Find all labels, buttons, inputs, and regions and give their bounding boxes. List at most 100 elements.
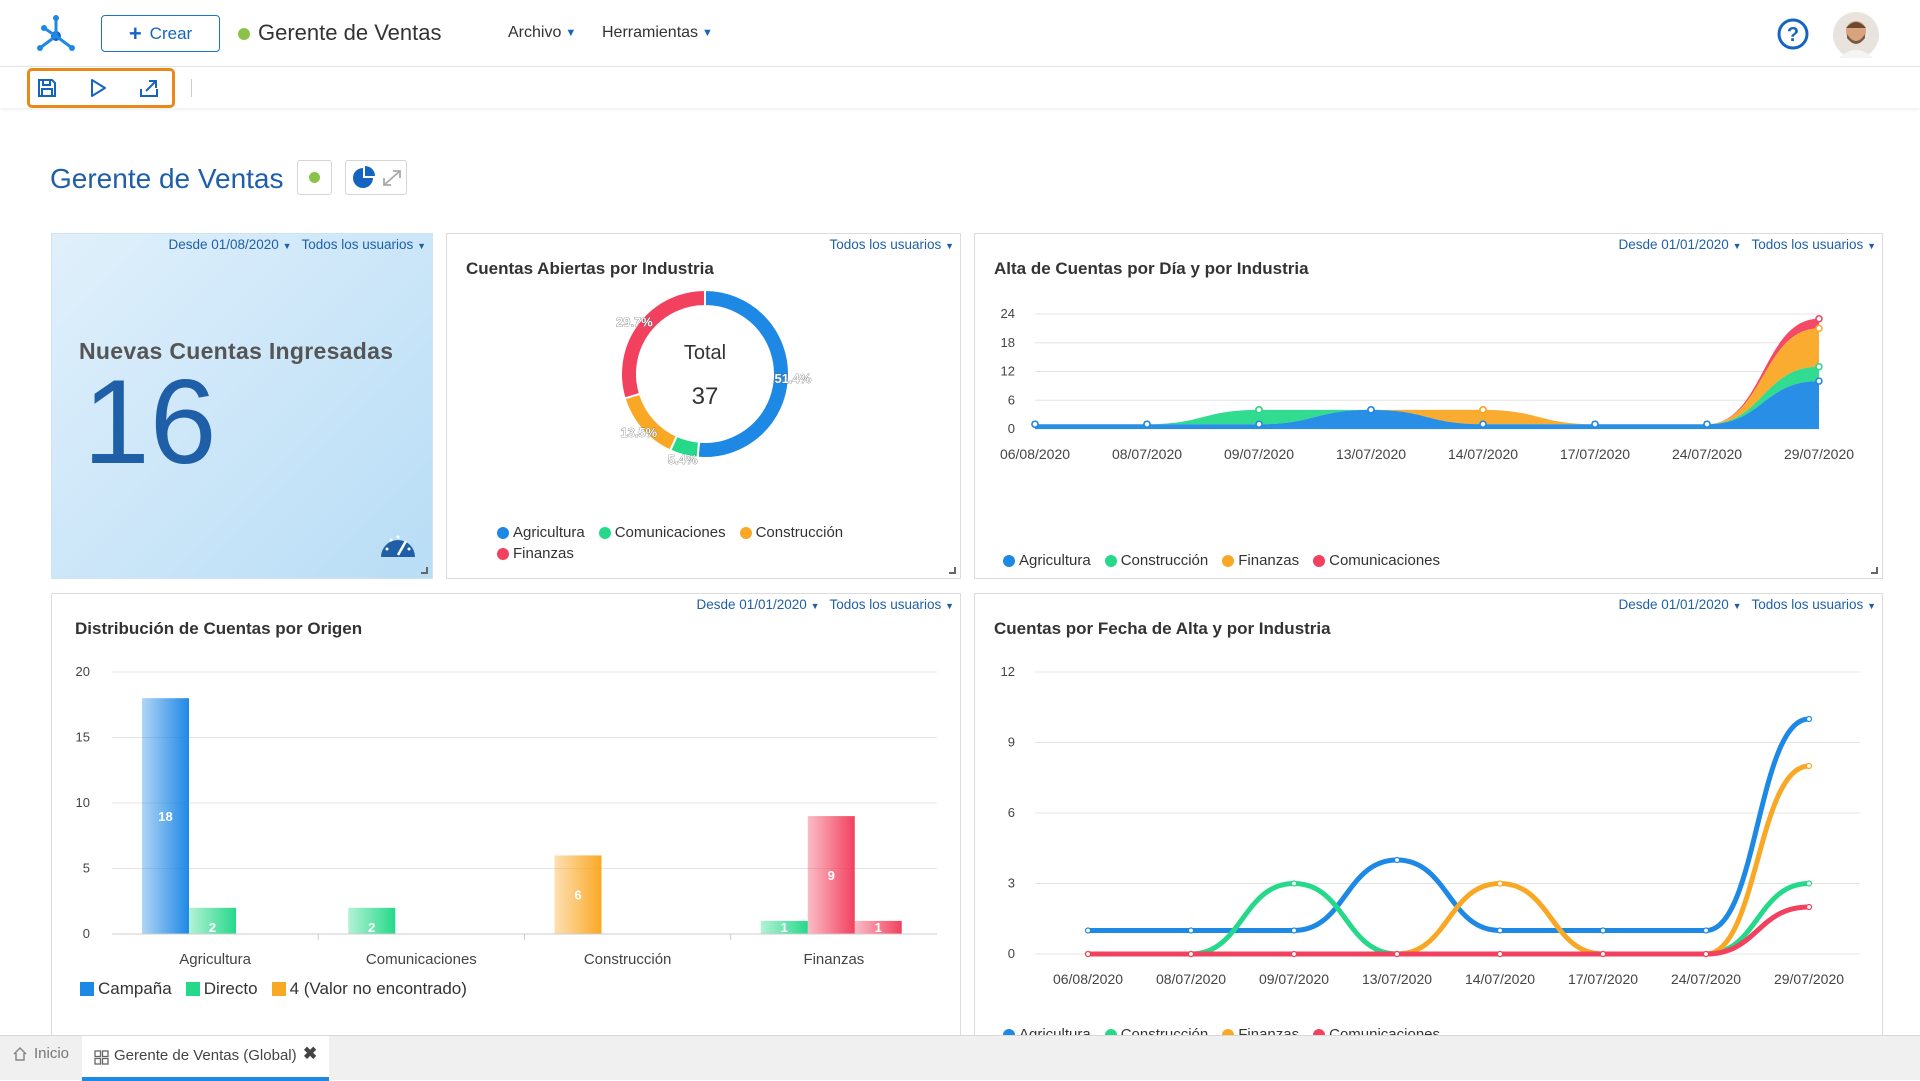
close-icon[interactable]: ✖ [303, 1044, 318, 1063]
area-point[interactable] [1703, 420, 1711, 428]
line-point[interactable] [1702, 927, 1710, 934]
donut-slice-label: 51.4% [774, 371, 811, 386]
chevron-down-icon: ▼ [1732, 601, 1742, 611]
date-filter[interactable]: Desde 01/01/2020 ▼ [696, 597, 820, 612]
date-filter[interactable]: Desde 01/01/2020 ▼ [1618, 597, 1742, 612]
y-tick-label: 15 [76, 730, 90, 745]
line-point[interactable] [1496, 950, 1504, 958]
area-point[interactable] [1479, 406, 1487, 414]
legend-label: Agricultura [513, 524, 585, 541]
user-filter[interactable]: Todos los usuarios ▼ [829, 237, 955, 252]
line-point[interactable] [1393, 856, 1401, 864]
bar[interactable] [554, 855, 602, 934]
date-filter[interactable]: Desde 01/01/2020 ▼ [1618, 237, 1742, 252]
y-tick-label: 3 [1008, 876, 1015, 891]
legend-item[interactable]: Directo [185, 979, 258, 999]
legend-item[interactable]: Agricultura [1003, 552, 1091, 569]
avatar[interactable] [1833, 12, 1879, 58]
export-icon[interactable] [138, 77, 160, 99]
area-point[interactable] [1591, 420, 1599, 428]
app-logo-icon[interactable] [36, 14, 76, 52]
area-chart: 0 6 12 18 24 06/08/2020 08/07/2020 09/07/2020 13… [1000, 306, 1854, 462]
line-point[interactable] [1290, 950, 1298, 958]
line-point[interactable] [1393, 950, 1401, 958]
x-tick-label: 06/08/2020 [1000, 446, 1070, 462]
line-point[interactable] [1599, 927, 1607, 934]
area-series[interactable] [1035, 328, 1819, 425]
area-point[interactable] [1143, 420, 1151, 428]
help-icon[interactable]: ? [1776, 17, 1810, 51]
line-point[interactable] [1187, 950, 1195, 958]
area-point[interactable] [1815, 362, 1823, 371]
area-point[interactable] [1815, 315, 1823, 323]
legend-item[interactable]: 4 (Valor no encontrado) [271, 979, 467, 999]
user-filter[interactable]: Todos los usuarios ▼ [301, 237, 427, 252]
line-point[interactable] [1599, 950, 1607, 958]
line-point[interactable] [1187, 927, 1195, 934]
bar[interactable] [807, 816, 855, 934]
area-point[interactable] [1255, 420, 1263, 428]
resize-handle[interactable] [949, 567, 956, 574]
x-tick-label: 29/07/2020 [1774, 971, 1844, 987]
resize-handle[interactable] [421, 567, 428, 574]
resize-handle[interactable] [1871, 567, 1878, 574]
area-point[interactable] [1815, 324, 1823, 333]
line-series[interactable] [1085, 763, 1812, 957]
line-point[interactable] [1805, 762, 1813, 770]
save-icon[interactable] [36, 77, 58, 99]
line-point[interactable] [1084, 950, 1092, 958]
area-point[interactable] [1479, 420, 1487, 428]
chevron-down-icon: ▼ [1867, 601, 1876, 611]
bar[interactable] [760, 920, 808, 934]
line-point[interactable] [1805, 880, 1813, 887]
line-point[interactable] [1805, 903, 1813, 911]
status-button[interactable] [297, 160, 332, 195]
tab-gerente-ventas[interactable]: Gerente de Ventas (Global) ✖ [82, 1036, 329, 1081]
tab-inicio[interactable]: Inicio [12, 1045, 69, 1062]
play-icon[interactable] [87, 77, 109, 99]
view-options-button[interactable] [345, 160, 407, 195]
area-point[interactable] [1815, 377, 1823, 385]
toolbar-highlight [27, 68, 175, 108]
legend-item[interactable]: Comunicaciones [598, 524, 726, 541]
area-filters: Desde 01/01/2020 ▼ Todos los usuarios ▼ [1618, 237, 1876, 252]
line-point[interactable] [1290, 880, 1298, 887]
donut-slice[interactable] [620, 288, 706, 400]
menu-archivo[interactable]: Archivo ▼ [508, 24, 576, 42]
legend-label: Directo [203, 979, 258, 998]
bar[interactable] [189, 907, 236, 934]
line-point[interactable] [1496, 880, 1504, 887]
bar[interactable] [142, 698, 189, 934]
area-point[interactable] [1367, 406, 1375, 414]
bar-filters: Desde 01/01/2020 ▼ Todos los usuarios ▼ [696, 597, 954, 612]
line-point[interactable] [1290, 927, 1298, 934]
line-point[interactable] [1702, 950, 1710, 958]
area-series[interactable] [1035, 381, 1819, 429]
create-button[interactable]: + Crear [101, 15, 220, 52]
area-point[interactable] [1255, 406, 1263, 414]
legend-item[interactable]: Agricultura [497, 524, 585, 541]
date-filter[interactable]: Desde 01/08/2020 ▼ [168, 237, 292, 252]
y-tick-label: 5 [83, 861, 90, 876]
line-series[interactable] [1085, 716, 1812, 933]
line-point[interactable] [1084, 927, 1092, 934]
legend-item[interactable]: Construcción [739, 524, 843, 541]
bar-value-label: 2 [209, 920, 216, 935]
user-filter[interactable]: Todos los usuarios ▼ [1751, 597, 1877, 612]
menu-herramientas[interactable]: Herramientas ▼ [602, 24, 713, 42]
legend-item[interactable]: Construcción [1104, 552, 1208, 569]
y-tick-label: 9 [1008, 735, 1015, 750]
legend-item[interactable]: Comunicaciones [1313, 552, 1440, 569]
legend-item[interactable]: Finanzas [1222, 552, 1299, 569]
legend-item[interactable]: Campaña [80, 979, 172, 999]
legend-item[interactable]: Finanzas [497, 545, 574, 562]
line-point[interactable] [1805, 715, 1813, 723]
donut-slice[interactable] [623, 392, 679, 452]
chevron-down-icon: ▼ [945, 601, 954, 611]
area-point[interactable] [1031, 420, 1039, 428]
line-point[interactable] [1496, 927, 1504, 934]
bar[interactable] [854, 920, 902, 934]
user-filter[interactable]: Todos los usuarios ▼ [1751, 237, 1877, 252]
user-filter[interactable]: Todos los usuarios ▼ [829, 597, 955, 612]
bar[interactable] [348, 907, 396, 934]
